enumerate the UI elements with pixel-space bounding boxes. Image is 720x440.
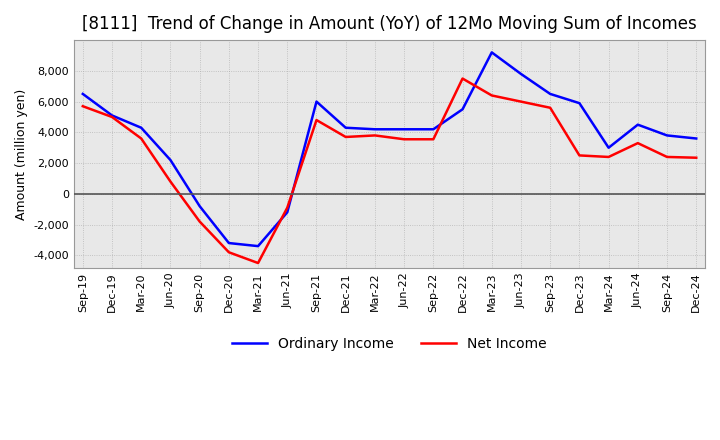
Ordinary Income <box>429 127 438 132</box>
Net Income <box>225 249 233 255</box>
Net Income <box>312 117 321 123</box>
Net Income <box>546 105 554 110</box>
Net Income <box>458 76 467 81</box>
Net Income <box>575 153 584 158</box>
Ordinary Income <box>487 50 496 55</box>
Ordinary Income <box>166 158 175 163</box>
Net Income <box>692 155 701 160</box>
Net Income <box>253 260 262 266</box>
Ordinary Income <box>692 136 701 141</box>
Net Income <box>400 137 408 142</box>
Ordinary Income <box>634 122 642 127</box>
Net Income <box>662 154 671 160</box>
Ordinary Income <box>312 99 321 104</box>
Ordinary Income <box>137 125 145 130</box>
Net Income <box>137 136 145 141</box>
Net Income <box>604 154 613 160</box>
Ordinary Income <box>283 210 292 215</box>
Ordinary Income <box>546 91 554 96</box>
Line: Ordinary Income: Ordinary Income <box>83 52 696 246</box>
Net Income <box>166 179 175 184</box>
Ordinary Income <box>604 145 613 150</box>
Legend: Ordinary Income, Net Income: Ordinary Income, Net Income <box>227 331 552 356</box>
Net Income <box>108 114 117 120</box>
Ordinary Income <box>517 71 526 77</box>
Ordinary Income <box>253 243 262 249</box>
Ordinary Income <box>575 100 584 106</box>
Net Income <box>283 205 292 210</box>
Net Income <box>429 137 438 142</box>
Ordinary Income <box>371 127 379 132</box>
Ordinary Income <box>400 127 408 132</box>
Ordinary Income <box>458 106 467 112</box>
Ordinary Income <box>108 113 117 118</box>
Ordinary Income <box>195 204 204 209</box>
Ordinary Income <box>662 133 671 138</box>
Net Income <box>517 99 526 104</box>
Title: [8111]  Trend of Change in Amount (YoY) of 12Mo Moving Sum of Incomes: [8111] Trend of Change in Amount (YoY) o… <box>82 15 697 33</box>
Net Income <box>634 140 642 146</box>
Y-axis label: Amount (million yen): Amount (million yen) <box>15 88 28 220</box>
Net Income <box>487 93 496 98</box>
Ordinary Income <box>225 240 233 246</box>
Line: Net Income: Net Income <box>83 79 696 263</box>
Ordinary Income <box>341 125 350 130</box>
Net Income <box>341 134 350 139</box>
Ordinary Income <box>78 91 87 96</box>
Net Income <box>371 133 379 138</box>
Net Income <box>195 219 204 224</box>
Net Income <box>78 103 87 109</box>
